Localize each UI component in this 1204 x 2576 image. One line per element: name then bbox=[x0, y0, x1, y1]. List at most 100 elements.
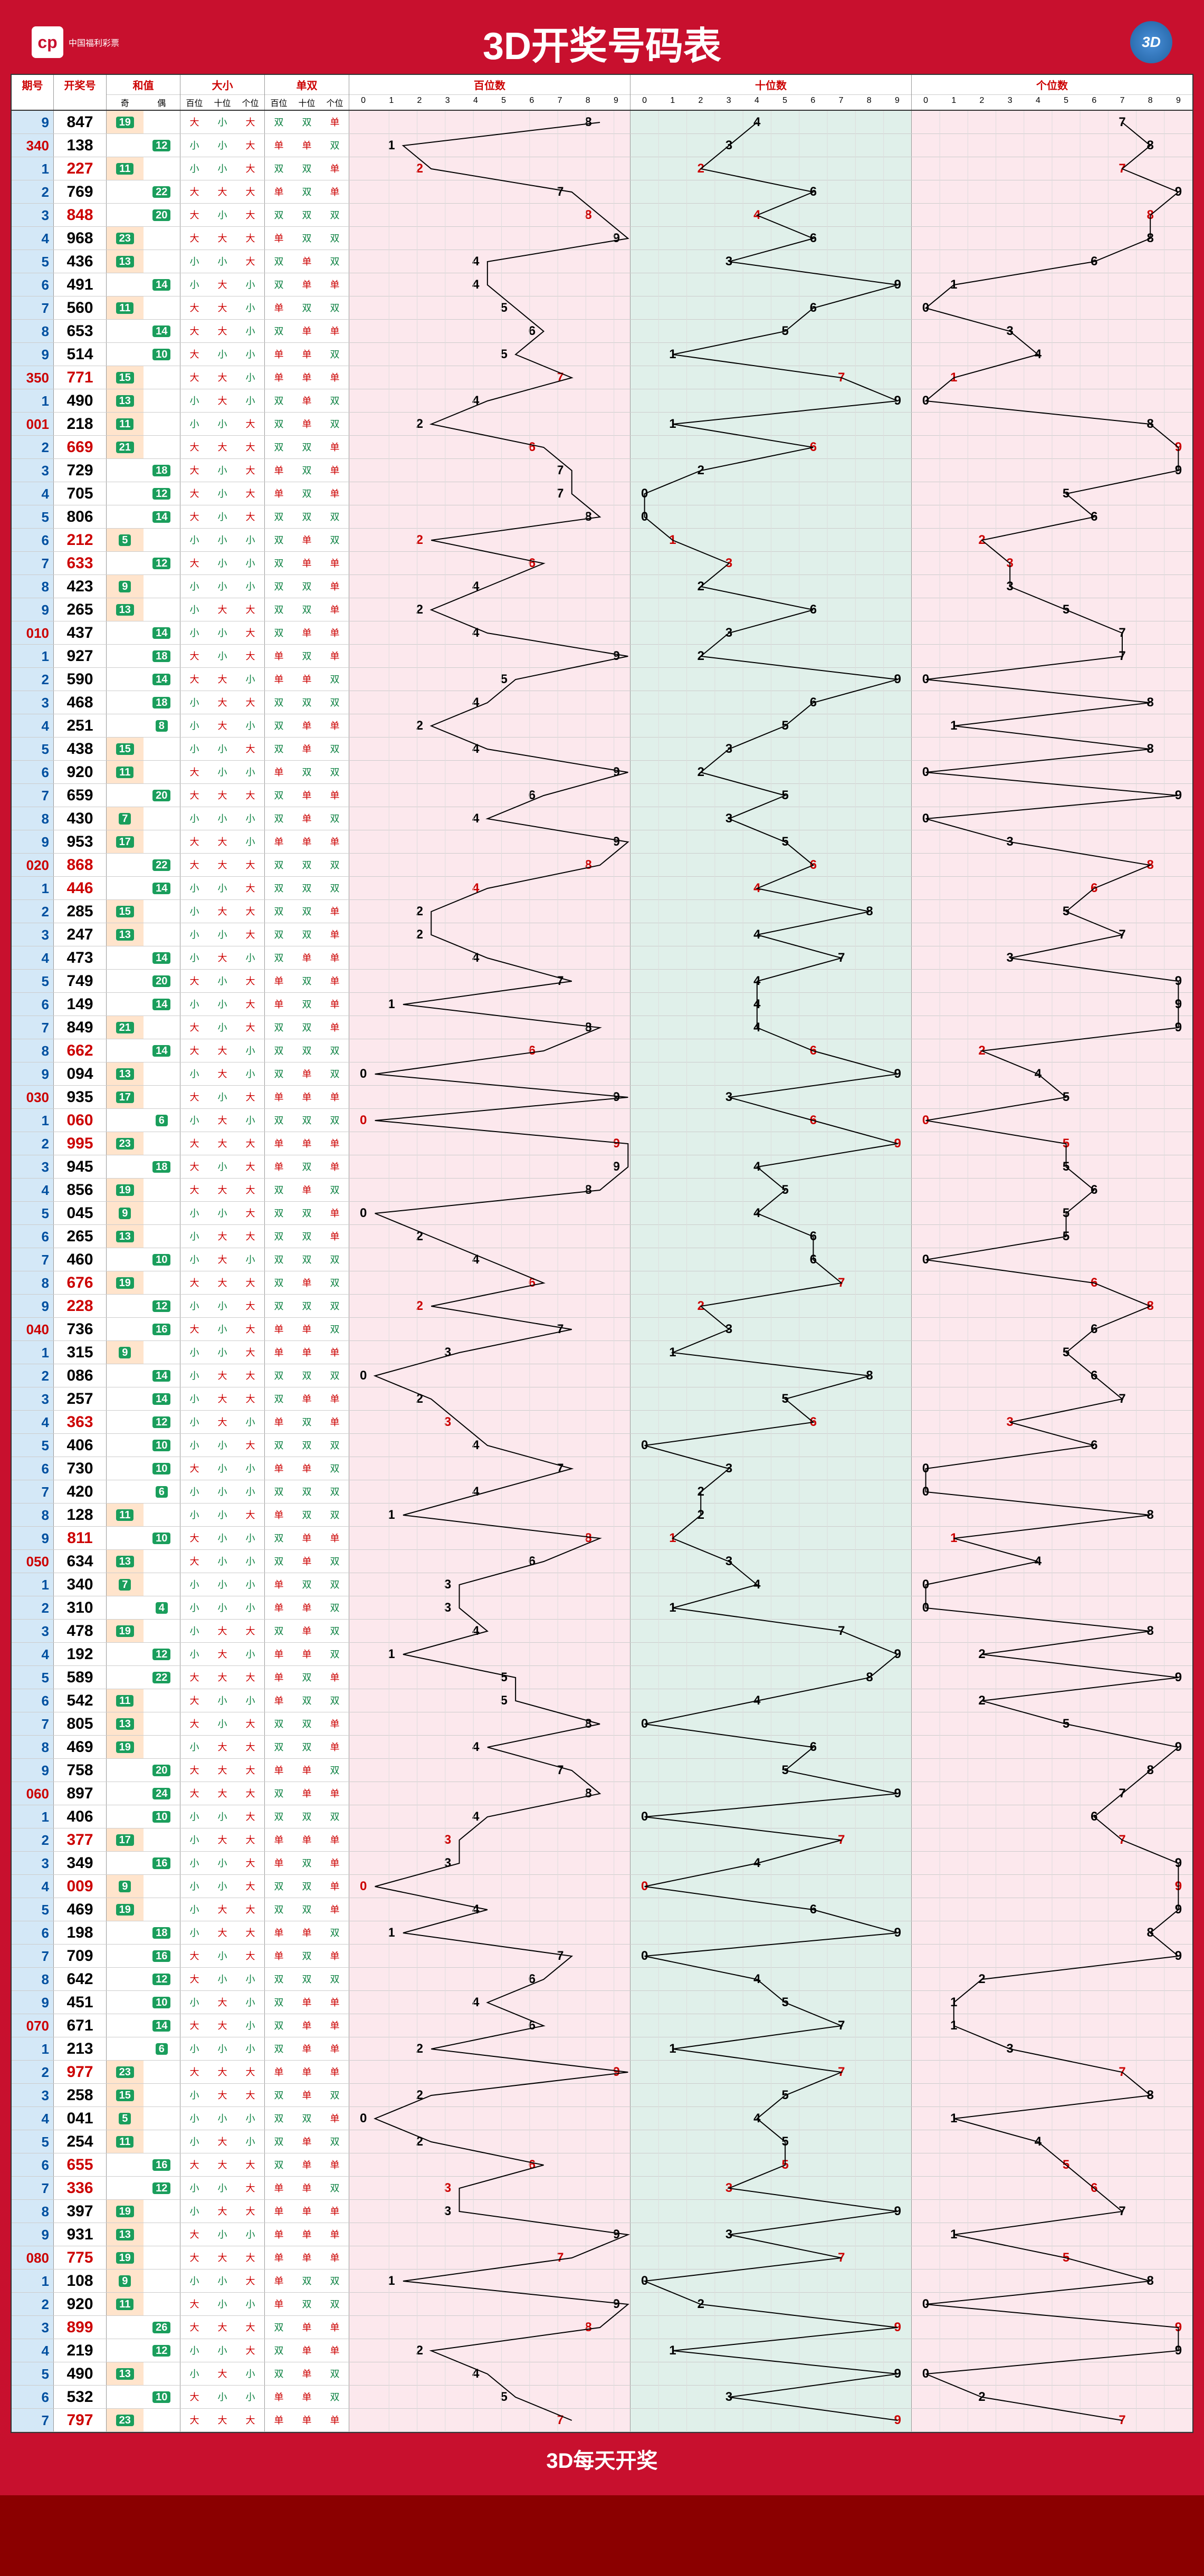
trend-digit: 6 bbox=[1091, 1368, 1097, 1383]
table-row: 543815小小大双单双438 bbox=[12, 738, 1192, 761]
chart-bai-cell: 6 bbox=[349, 1039, 630, 1062]
period-cell: 4 bbox=[12, 2107, 54, 2130]
period-cell: 001 bbox=[12, 413, 54, 435]
period-cell: 050 bbox=[12, 1550, 54, 1573]
sum-cell: 18 bbox=[107, 645, 180, 667]
sum-cell: 5 bbox=[107, 2107, 180, 2130]
dx-cell: 小大大 bbox=[180, 1828, 265, 1851]
trend-digit: 1 bbox=[388, 997, 395, 1012]
dx-cell: 小大大 bbox=[180, 1921, 265, 1944]
trend-digit: 0 bbox=[360, 1113, 367, 1128]
trend-digit: 7 bbox=[1119, 2065, 1125, 2080]
dx-cell: 小大大 bbox=[180, 1898, 265, 1921]
period-cell: 9 bbox=[12, 1295, 54, 1317]
period-cell: 080 bbox=[12, 2246, 54, 2269]
chart-shi-cell: 6 bbox=[630, 227, 912, 250]
sum-cell: 13 bbox=[107, 389, 180, 412]
table-row: 05063413大小小双单双634 bbox=[12, 1550, 1192, 1573]
trend-digit: 0 bbox=[641, 1717, 648, 1731]
chart-shi-cell: 3 bbox=[630, 1318, 912, 1340]
period-cell: 9 bbox=[12, 2223, 54, 2246]
trend-digit: 8 bbox=[585, 1183, 591, 1198]
sum-cell: 13 bbox=[107, 1712, 180, 1735]
ds-cell: 单单单 bbox=[265, 1086, 349, 1108]
dx-cell: 小小大 bbox=[180, 1805, 265, 1828]
chart-bai-cell: 4 bbox=[349, 1898, 630, 1921]
sum-cell: 20 bbox=[107, 204, 180, 226]
trend-digit: 4 bbox=[472, 1902, 479, 1917]
chart-bai-cell: 8 bbox=[349, 1712, 630, 1735]
chart-bai-cell: 7 bbox=[349, 366, 630, 389]
table-row: 779723大大大单单单797 bbox=[12, 2409, 1192, 2432]
chart-ge-cell: 6 bbox=[912, 877, 1192, 899]
chart-shi-cell: 1 bbox=[630, 1341, 912, 1364]
trend-digit: 1 bbox=[388, 1926, 395, 1940]
dx-cell: 小小大 bbox=[180, 2339, 265, 2362]
chart-shi-cell: 8 bbox=[630, 1364, 912, 1387]
sum-cell: 22 bbox=[107, 180, 180, 203]
period-cell: 9 bbox=[12, 830, 54, 853]
table-row: 614914小小大单双单149 bbox=[12, 993, 1192, 1016]
ds-cell: 双单单 bbox=[265, 1782, 349, 1805]
col-number: 开奖号 bbox=[54, 75, 107, 110]
number-cell: 669 bbox=[54, 436, 107, 458]
table-row: 981110大小小双单单811 bbox=[12, 1527, 1192, 1550]
period-cell: 8 bbox=[12, 1968, 54, 1990]
period-cell: 9 bbox=[12, 1062, 54, 1085]
chart-ge-cell: 6 bbox=[912, 1364, 1192, 1387]
period-cell: 6 bbox=[12, 2386, 54, 2408]
trend-digit: 7 bbox=[557, 463, 563, 478]
chart-shi-cell: 0 bbox=[630, 1875, 912, 1898]
sum-cell: 14 bbox=[107, 877, 180, 899]
period-cell: 8 bbox=[12, 2200, 54, 2223]
chart-bai-cell: 1 bbox=[349, 2269, 630, 2292]
sum-cell: 9 bbox=[107, 2269, 180, 2292]
trend-digit: 8 bbox=[1147, 1508, 1154, 1522]
period-cell: 8 bbox=[12, 320, 54, 342]
digit-header: 2 bbox=[405, 94, 433, 107]
trend-digit: 2 bbox=[697, 1508, 704, 1522]
ds-cell: 单双单 bbox=[265, 180, 349, 203]
period-cell: 3 bbox=[12, 691, 54, 714]
ds-cell: 单双单 bbox=[265, 482, 349, 505]
chart-ge-cell: 8 bbox=[912, 413, 1192, 435]
chart-shi-cell: 0 bbox=[630, 2269, 912, 2292]
chart-shi-cell: 1 bbox=[630, 1527, 912, 1549]
trend-digit: 7 bbox=[838, 1276, 845, 1290]
sum-cell: 23 bbox=[107, 1132, 180, 1155]
chart-shi-cell: 0 bbox=[630, 1945, 912, 1967]
sum-cell: 11 bbox=[107, 296, 180, 319]
chart-ge-cell: 8 bbox=[912, 227, 1192, 250]
digit-header: 6 bbox=[799, 94, 827, 107]
trend-digit: 3 bbox=[725, 556, 732, 571]
number-cell: 968 bbox=[54, 227, 107, 250]
ds-cell: 单双单 bbox=[265, 1945, 349, 1967]
chart-ge-cell: 5 bbox=[912, 482, 1192, 505]
period-cell: 3 bbox=[12, 1620, 54, 1642]
number-cell: 198 bbox=[54, 1921, 107, 1944]
chart-shi-cell: 5 bbox=[630, 1179, 912, 1201]
chart-ge-cell: 0 bbox=[912, 389, 1192, 412]
chart-ge-cell: 9 bbox=[912, 2316, 1192, 2339]
chart-shi-cell: 6 bbox=[630, 1411, 912, 1433]
sum-cell: 10 bbox=[107, 1805, 180, 1828]
trend-digit: 4 bbox=[1035, 347, 1041, 362]
table-row: 11089小小大单双双108 bbox=[12, 2269, 1192, 2293]
ds-cell: 单双双 bbox=[265, 296, 349, 319]
chart-bai-cell: 9 bbox=[349, 761, 630, 783]
period-cell: 2 bbox=[12, 2293, 54, 2315]
trend-digit: 3 bbox=[444, 1856, 451, 1871]
chart-ge-cell: 8 bbox=[912, 738, 1192, 760]
trend-digit: 4 bbox=[472, 811, 479, 826]
chart-ge-cell: 2 bbox=[912, 529, 1192, 551]
trend-digit: 6 bbox=[810, 1902, 817, 1917]
period-cell: 2 bbox=[12, 180, 54, 203]
sum-cell: 10 bbox=[107, 343, 180, 366]
sum-cell: 13 bbox=[107, 1550, 180, 1573]
dx-cell: 小大小 bbox=[180, 389, 265, 412]
chart-ge-cell: 9 bbox=[912, 2339, 1192, 2362]
chart-shi-cell: 5 bbox=[630, 784, 912, 807]
period-cell: 1 bbox=[12, 645, 54, 667]
digit-header: 8 bbox=[1136, 94, 1164, 107]
chart-shi-cell: 9 bbox=[630, 1921, 912, 1944]
